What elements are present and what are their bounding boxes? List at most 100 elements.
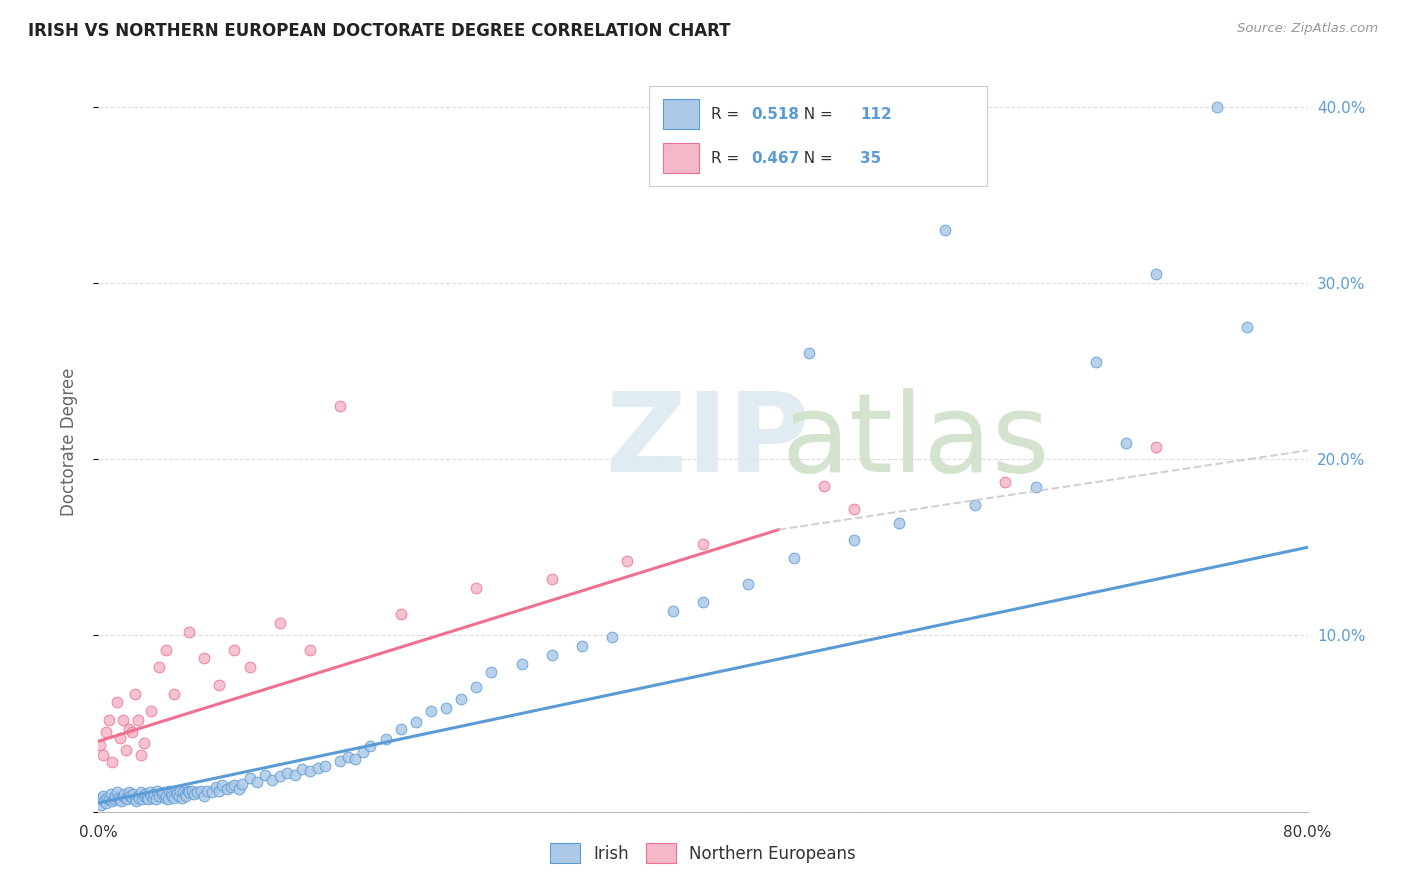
Point [129,785,152,799]
Point [1115,436,1137,450]
Point [208,783,231,797]
Point [118,785,141,799]
Point [163,790,186,805]
Bar [664,99,699,129]
Point [994,475,1017,489]
Text: 0.467: 0.467 [751,151,800,166]
Text: R =: R = [711,151,745,166]
Y-axis label: Doctorate Degree: Doctorate Degree [59,368,77,516]
Point [602,630,624,644]
Point [190,783,212,797]
Point [148,789,170,803]
Point [121,790,143,805]
Point [1236,320,1258,334]
Point [145,792,167,806]
Point [127,713,149,727]
Point [127,789,149,803]
Point [91,789,114,803]
Point [844,533,866,548]
Point [131,792,153,806]
Point [112,787,135,801]
Point [142,790,165,805]
Point [163,687,186,701]
Point [159,783,181,797]
Point [143,787,166,801]
Point [450,692,472,706]
Point [103,792,125,806]
Point [692,595,714,609]
Point [374,732,396,747]
Point [284,767,307,781]
Point [160,787,183,801]
Point [434,700,457,714]
Point [540,648,562,662]
Point [91,748,114,763]
Point [155,789,177,803]
Point [389,607,412,622]
Point [329,754,352,768]
Point [139,785,162,799]
Point [239,660,262,674]
Point [540,572,562,586]
Text: N =: N = [793,107,838,121]
Text: atlas: atlas [782,388,1050,495]
Point [181,783,204,797]
Point [105,695,128,709]
Text: ZIP: ZIP [606,388,810,495]
Point [183,787,205,801]
Point [124,792,146,806]
Point [844,501,866,516]
Point [179,624,201,639]
Point [510,657,533,671]
Point [122,787,145,801]
Point [934,223,956,237]
Point [132,789,155,803]
Point [129,748,152,763]
Text: IRISH VS NORTHERN EUROPEAN DOCTORATE DEGREE CORRELATION CHART: IRISH VS NORTHERN EUROPEAN DOCTORATE DEG… [28,22,731,40]
Point [797,346,820,360]
Point [115,792,138,806]
Point [307,761,329,775]
Point [124,687,146,701]
Point [783,550,806,565]
Point [174,789,197,803]
Point [135,790,157,805]
Point [737,577,759,591]
Point [269,616,291,631]
Point [146,783,169,797]
Point [221,780,243,794]
Text: 112: 112 [860,107,891,121]
Point [121,725,143,739]
Point [120,789,142,803]
Point [162,789,184,803]
Point [205,780,228,794]
Point [173,787,195,801]
Point [94,796,117,810]
Point [208,678,231,692]
Point [89,792,111,806]
FancyBboxPatch shape [648,87,987,186]
Point [269,769,291,783]
Point [299,642,322,657]
Bar [664,143,699,173]
Point [98,792,121,806]
Point [231,776,253,790]
Point [110,794,132,808]
Point [661,604,683,618]
Point [90,797,112,812]
Point [344,752,367,766]
Point [253,767,276,781]
Point [141,704,163,718]
Point [111,713,134,727]
Legend: Irish, Northern Europeans: Irish, Northern Europeans [544,837,862,870]
Point [211,778,233,792]
Point [98,713,121,727]
Point [389,722,412,736]
Point [114,790,136,805]
Text: N =: N = [793,151,838,166]
Point [314,759,336,773]
Point [134,787,156,801]
Point [420,704,443,718]
Text: Source: ZipAtlas.com: Source: ZipAtlas.com [1237,22,1378,36]
Point [262,772,284,787]
